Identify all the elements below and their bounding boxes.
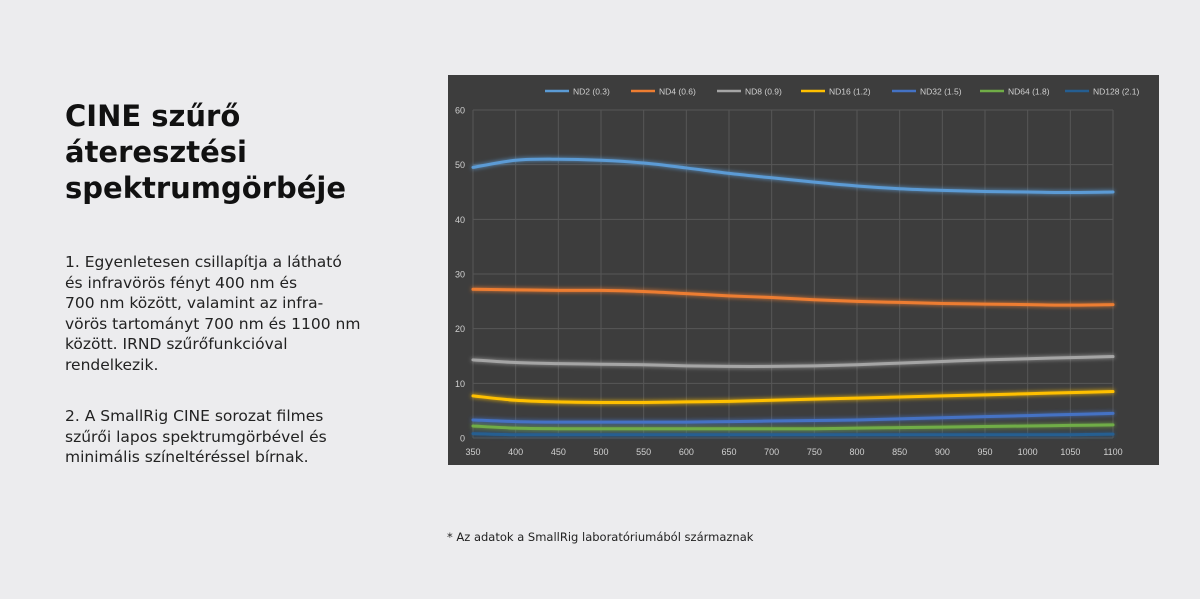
- legend-item: ND128 (2.1): [1065, 87, 1139, 97]
- legend-item: ND16 (1.2): [801, 87, 871, 97]
- x-tick-label: 850: [892, 447, 907, 457]
- y-tick-label: 40: [455, 215, 465, 225]
- x-tick-label: 400: [508, 447, 523, 457]
- legend-label: ND32 (1.5): [920, 87, 962, 97]
- legend-label: ND2 (0.3): [573, 87, 610, 97]
- x-tick-label: 1050: [1060, 447, 1080, 457]
- x-tick-label: 350: [465, 447, 480, 457]
- legend-item: ND64 (1.8): [980, 87, 1050, 97]
- x-tick-label: 1100: [1103, 447, 1122, 457]
- x-tick-label: 800: [849, 447, 864, 457]
- x-tick-label: 1000: [1018, 447, 1038, 457]
- footnote: * Az adatok a SmallRig laboratóriumából …: [447, 530, 754, 544]
- series-line-nd128: [471, 432, 1115, 437]
- y-tick-label: 30: [455, 270, 465, 280]
- legend-item: ND32 (1.5): [892, 87, 962, 97]
- legend-label: ND128 (2.1): [1093, 87, 1139, 97]
- chart-series: [471, 157, 1115, 437]
- x-tick-label: 600: [679, 447, 694, 457]
- y-tick-label: 50: [455, 160, 465, 170]
- x-tick-label: 950: [977, 447, 992, 457]
- chart-background: [448, 75, 1159, 465]
- legend-label: ND16 (1.2): [829, 87, 871, 97]
- legend-label: ND64 (1.8): [1008, 87, 1050, 97]
- description-paragraph-1: 1. Egyenletesen csillapítja a látható és…: [65, 253, 361, 374]
- chart-grid: [472, 109, 1114, 439]
- chart-legend: ND2 (0.3) ND4 (0.6) ND8 (0.9) ND16 (1.2) ND3…: [545, 87, 1139, 97]
- y-tick-label: 60: [455, 106, 465, 116]
- y-tick-label: 10: [455, 379, 465, 389]
- x-tick-label: 550: [636, 447, 651, 457]
- y-tick-label: 0: [460, 434, 465, 444]
- series-line-nd2: [471, 157, 1115, 195]
- y-axis: 0 10 20 30 40 50 60: [455, 106, 465, 444]
- page-title: CINE szűrő áteresztési spektrumgörbéje: [65, 99, 347, 205]
- x-axis: 350 400 450 500 550 600 650 700 750 800 850 900 950 1…: [465, 447, 1122, 457]
- legend-item: ND8 (0.9): [717, 87, 782, 97]
- legend-item: ND2 (0.3): [545, 87, 610, 97]
- series-line-nd32: [471, 411, 1115, 424]
- legend-label: ND8 (0.9): [745, 87, 782, 97]
- x-tick-label: 900: [935, 447, 950, 457]
- transmission-spectrum-chart: 0 10 20 30 40 50 60 350 400 450 500 550 600 650 700 75…: [448, 75, 1159, 465]
- series-line-nd8: [471, 355, 1115, 368]
- legend-item: ND4 (0.6): [631, 87, 696, 97]
- x-tick-label: 750: [807, 447, 822, 457]
- x-tick-label: 500: [593, 447, 608, 457]
- y-tick-label: 20: [455, 324, 465, 334]
- x-tick-label: 450: [551, 447, 566, 457]
- x-tick-label: 650: [721, 447, 736, 457]
- series-line-nd64: [471, 423, 1115, 431]
- description-paragraph-2: 2. A SmallRig CINE sorozat filmes szűrői…: [65, 407, 327, 466]
- legend-label: ND4 (0.6): [659, 87, 696, 97]
- x-tick-label: 700: [764, 447, 779, 457]
- series-line-nd4: [471, 287, 1115, 307]
- series-line-nd16: [471, 390, 1115, 405]
